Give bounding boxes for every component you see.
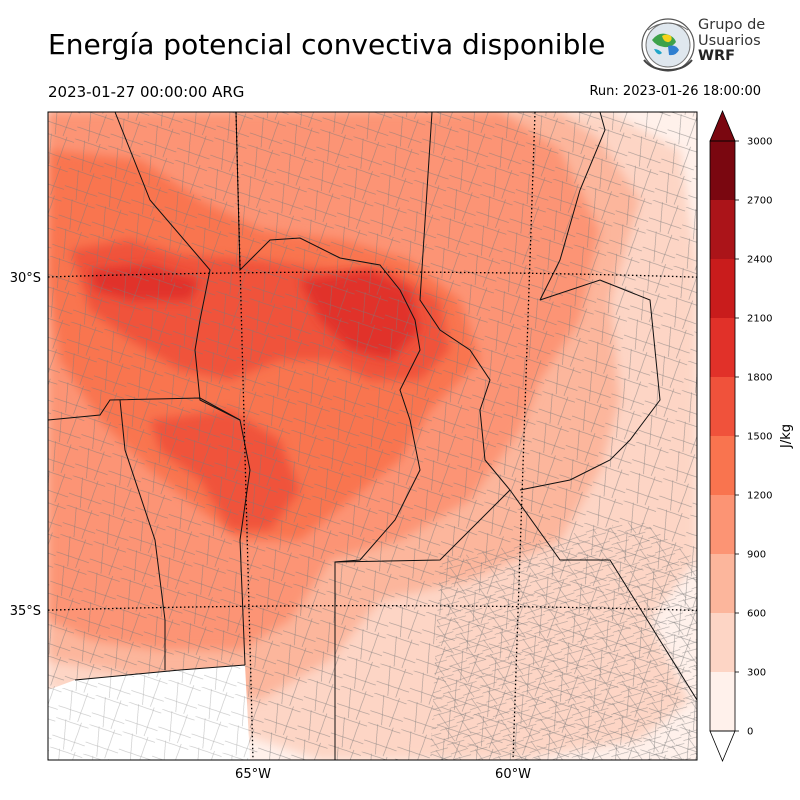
colorbar-tick-label: 2700 xyxy=(747,196,772,207)
colorbar-tick-label: 1200 xyxy=(747,491,772,502)
colorbar-band xyxy=(710,554,735,613)
colorbar-tick-label: 1500 xyxy=(747,432,772,443)
parallel-line xyxy=(47,271,698,278)
colorbar-band xyxy=(710,200,735,259)
colorbar-tick-label: 900 xyxy=(747,550,766,561)
cape-field xyxy=(48,112,697,760)
meridian-line xyxy=(512,111,536,761)
x-tick-label: 60°W xyxy=(495,767,531,782)
border-entre-rios xyxy=(519,279,661,491)
parallel-line xyxy=(47,604,698,612)
colorbar-tick-label: 2100 xyxy=(747,314,772,325)
colorbar-tick-label: 0 xyxy=(747,727,753,738)
axis-labels: 65°W 60°W 30°S 35°S xyxy=(10,271,531,782)
border-san-luis xyxy=(48,397,241,421)
colorbar-band xyxy=(710,259,735,318)
y-tick-label: 30°S xyxy=(10,271,41,286)
border-central xyxy=(235,112,421,760)
colorbar-band xyxy=(710,141,735,200)
colorbar-band xyxy=(710,672,735,731)
border-south xyxy=(74,664,246,681)
border-buenos-aires xyxy=(334,489,511,563)
colorbar-band xyxy=(710,377,735,436)
colorbar: 0 300 600 900 1200 1500 1800 2100 2400 2700 3000 J/… xyxy=(709,109,794,763)
valid-time: 2023-01-27 00:00:00 ARG xyxy=(48,83,245,101)
logo-line-3: WRF xyxy=(698,48,736,64)
meridian-line xyxy=(235,111,254,761)
colorbar-band xyxy=(710,495,735,554)
wrf-logo: Grupo de Usuarios WRF xyxy=(638,16,766,74)
globe-icon xyxy=(641,18,695,72)
colorbar-tick-label: 1800 xyxy=(747,373,772,384)
border-mendoza xyxy=(119,399,166,670)
colorbar-extend-max xyxy=(709,109,736,142)
map-frame xyxy=(47,111,698,761)
colorbar-tick-label: 300 xyxy=(747,668,766,679)
logo-line-1: Grupo de xyxy=(698,17,766,33)
x-tick-label: 65°W xyxy=(235,767,271,782)
colorbar-band xyxy=(710,436,735,495)
colorbar-band xyxy=(710,613,735,672)
department-lines-buenos-aires xyxy=(430,520,697,760)
colorbar-label: J/kg xyxy=(779,424,794,449)
y-tick-label: 35°S xyxy=(10,604,41,619)
border-west xyxy=(114,112,251,666)
colorbar-tick-label: 600 xyxy=(747,609,766,620)
chart-title: Energía potencial convectiva disponible xyxy=(48,28,606,61)
graticule xyxy=(47,111,698,761)
colorbar-extend-min xyxy=(709,730,736,763)
logo-line-2: Usuarios xyxy=(698,32,761,49)
colorbar-tick-label: 3000 xyxy=(747,137,772,148)
colorbar-tick-label: 2400 xyxy=(747,255,772,266)
border-east xyxy=(419,112,697,701)
colorbar-band xyxy=(710,318,735,377)
run-time: Run: 2023-01-26 18:00:00 xyxy=(589,84,761,99)
